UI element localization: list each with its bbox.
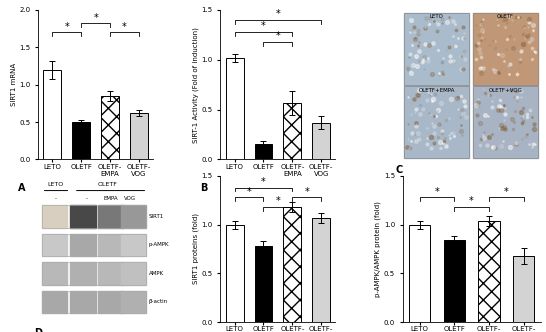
Bar bbox=[41, 291, 146, 313]
Text: -: - bbox=[86, 197, 87, 202]
Bar bbox=[404, 13, 469, 85]
Text: SIRT1: SIRT1 bbox=[149, 214, 164, 219]
Bar bbox=[98, 234, 123, 256]
Text: *: * bbox=[304, 187, 309, 197]
Y-axis label: SIRT1 mRNA: SIRT1 mRNA bbox=[10, 63, 16, 106]
Bar bbox=[312, 218, 330, 322]
Bar bbox=[225, 58, 244, 159]
Bar bbox=[473, 13, 538, 85]
Text: *: * bbox=[64, 22, 69, 32]
Text: LETO: LETO bbox=[430, 14, 443, 20]
Bar bbox=[70, 291, 96, 313]
Bar bbox=[473, 86, 538, 158]
Bar bbox=[409, 225, 430, 322]
Text: OLETF+VOG: OLETF+VOG bbox=[489, 88, 523, 93]
Bar bbox=[44, 70, 61, 159]
Bar bbox=[254, 246, 272, 322]
Text: C: C bbox=[396, 165, 403, 175]
Bar bbox=[98, 291, 123, 313]
Text: β-actin: β-actin bbox=[149, 299, 168, 304]
Text: *: * bbox=[504, 187, 509, 197]
Text: *: * bbox=[276, 197, 280, 207]
Bar bbox=[70, 262, 96, 285]
Bar bbox=[41, 262, 146, 285]
Bar bbox=[404, 13, 469, 85]
Text: A: A bbox=[17, 183, 25, 193]
Text: -: - bbox=[55, 197, 56, 202]
Bar bbox=[283, 103, 301, 159]
Text: *: * bbox=[122, 22, 127, 32]
Bar bbox=[404, 86, 469, 158]
Y-axis label: p-AMPK/AMPK protein (fold): p-AMPK/AMPK protein (fold) bbox=[375, 201, 381, 297]
Text: *: * bbox=[261, 177, 266, 187]
Bar bbox=[283, 207, 301, 322]
Text: *: * bbox=[247, 187, 251, 197]
Bar bbox=[312, 123, 330, 159]
Bar bbox=[121, 262, 146, 285]
Bar bbox=[41, 291, 67, 313]
Text: *: * bbox=[435, 187, 440, 197]
Text: *: * bbox=[276, 9, 280, 19]
Text: OLETF+EMPA: OLETF+EMPA bbox=[418, 88, 455, 93]
Bar bbox=[121, 291, 146, 313]
Bar bbox=[70, 234, 96, 256]
Text: B: B bbox=[200, 183, 207, 193]
Text: *: * bbox=[261, 21, 266, 31]
Bar bbox=[121, 206, 146, 228]
Bar bbox=[225, 225, 244, 322]
Y-axis label: SIRT-1 Activity (Fold of induction): SIRT-1 Activity (Fold of induction) bbox=[192, 27, 199, 143]
Bar bbox=[473, 86, 538, 158]
Bar bbox=[41, 234, 146, 256]
Bar bbox=[478, 221, 500, 322]
Bar bbox=[41, 262, 67, 285]
Text: OLETF: OLETF bbox=[497, 14, 514, 20]
Text: VOG: VOG bbox=[124, 197, 136, 202]
Text: p-AMPK: p-AMPK bbox=[149, 242, 169, 247]
Text: *: * bbox=[276, 31, 280, 41]
Bar bbox=[101, 96, 119, 159]
Bar bbox=[473, 13, 538, 85]
Text: AMPK: AMPK bbox=[149, 271, 164, 276]
Text: OLETF: OLETF bbox=[97, 182, 117, 187]
Bar bbox=[41, 206, 67, 228]
Bar bbox=[121, 234, 146, 256]
Bar bbox=[513, 256, 535, 322]
Bar bbox=[98, 206, 123, 228]
Text: LETO: LETO bbox=[48, 182, 63, 187]
Text: D: D bbox=[34, 328, 41, 332]
Text: *: * bbox=[93, 13, 98, 23]
Bar bbox=[41, 206, 146, 228]
Bar bbox=[98, 262, 123, 285]
Bar bbox=[70, 206, 96, 228]
Bar bbox=[254, 144, 272, 159]
Bar bbox=[404, 86, 469, 158]
Bar bbox=[72, 122, 90, 159]
Text: EMPA: EMPA bbox=[103, 197, 118, 202]
Bar bbox=[130, 113, 148, 159]
Bar bbox=[41, 234, 67, 256]
Y-axis label: SIRT1 proteins (fold): SIRT1 proteins (fold) bbox=[192, 213, 199, 285]
Bar bbox=[443, 240, 465, 322]
Text: *: * bbox=[469, 197, 474, 207]
